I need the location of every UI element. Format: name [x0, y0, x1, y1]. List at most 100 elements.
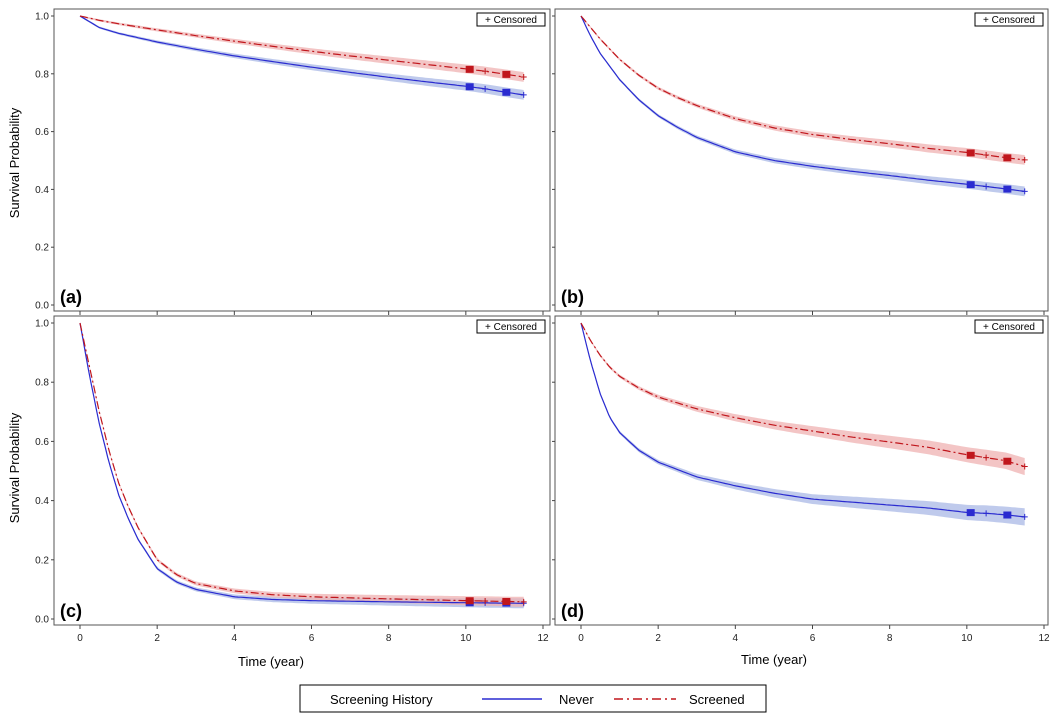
x-tick-label: 8 — [386, 633, 392, 644]
censor-mark — [1021, 156, 1028, 163]
censored-key-label: + Censored — [983, 15, 1035, 26]
censored-key-box — [974, 12, 1044, 27]
x-tick-label: 8 — [887, 633, 893, 644]
panel-b: + Censored (b) — [552, 8, 1049, 315]
legend-never-label: Never — [559, 692, 594, 707]
censored-key-box — [476, 12, 546, 27]
censor-mark — [983, 510, 990, 517]
y-tick-label: 0.6 — [35, 127, 49, 138]
x-tick-label: 6 — [810, 633, 816, 644]
censor-block — [465, 65, 474, 73]
ci-band-never — [80, 323, 524, 609]
censor-mark — [520, 598, 527, 605]
censor-mark — [1021, 463, 1028, 470]
panel-frame — [554, 8, 1049, 312]
panel-c: 0.0 0.2 0.4 0.6 0.8 1.0 0 2 4 6 8 10 12 + Censored (c) — [35, 315, 551, 644]
censor-block — [502, 88, 511, 96]
censor-block — [966, 149, 975, 157]
panel-frame — [554, 315, 1049, 626]
censor-block — [966, 451, 975, 459]
censored-key-label: + Censored — [485, 322, 537, 333]
censor-block — [1003, 185, 1012, 193]
y-tick-label: 0.0 — [35, 301, 49, 312]
panel-a: 0.0 0.2 0.4 0.6 0.8 1.0 + Censored (a) — [35, 8, 551, 315]
censored-key-label: + Censored — [485, 15, 537, 26]
ci-band-screened — [80, 323, 524, 607]
x-tick-label: 10 — [460, 633, 472, 644]
panel-frame — [53, 315, 551, 626]
censor-block — [1003, 511, 1012, 519]
censor-block — [966, 509, 975, 517]
x-tick-label: 4 — [232, 633, 238, 644]
y-tick-label: 0.4 — [35, 185, 49, 196]
legend: Screening History Never Screened — [299, 684, 767, 713]
legend-screened-label: Screened — [689, 692, 745, 707]
x-tick-label: 10 — [961, 633, 973, 644]
censor-mark — [482, 598, 489, 605]
series-line-never — [580, 15, 1025, 192]
y-tick-label: 0.2 — [35, 555, 49, 566]
x-tick-label: 0 — [77, 633, 83, 644]
panels-group: 0.0 0.2 0.4 0.6 0.8 1.0 + Censored (a) + Censore… — [35, 8, 1050, 644]
censor-block — [502, 70, 511, 78]
censor-block — [1003, 457, 1012, 465]
series-line-screened — [79, 15, 524, 78]
censor-mark — [520, 91, 527, 98]
censor-mark — [520, 73, 527, 80]
censored-key-box — [974, 319, 1044, 334]
y-tick-label: 0.2 — [35, 243, 49, 254]
legend-title: Screening History — [330, 692, 433, 707]
panel-label: (a) — [60, 287, 82, 307]
x-tick-label: 0 — [578, 633, 584, 644]
censor-mark — [482, 85, 489, 92]
y-axis-title-top: Survival Probability — [7, 107, 22, 218]
y-axis-title-bottom: Survival Probability — [7, 412, 22, 523]
panel-d: 0 2 4 6 8 10 12 + Censored (d) — [552, 315, 1050, 644]
y-tick-label: 0.8 — [35, 69, 49, 80]
y-tick-label: 0.8 — [35, 378, 49, 389]
y-tick-label: 0.6 — [35, 437, 49, 448]
censor-block — [465, 597, 474, 605]
censored-key-box — [476, 319, 546, 334]
x-tick-label: 2 — [154, 633, 160, 644]
ci-band-never — [581, 323, 1025, 526]
censor-mark — [983, 183, 990, 190]
series-line-screened — [79, 322, 524, 603]
censored-key-label: + Censored — [983, 322, 1035, 333]
y-tick-label: 0.0 — [35, 615, 49, 626]
censor-block — [502, 597, 511, 605]
y-tick-label: 1.0 — [35, 319, 49, 330]
x-tick-label: 12 — [1038, 633, 1050, 644]
panel-frame — [53, 8, 551, 312]
y-tick-label: 1.0 — [35, 12, 49, 23]
panel-label: (b) — [561, 287, 584, 307]
censor-mark — [1021, 513, 1028, 520]
ci-band-never — [581, 16, 1025, 197]
ci-band-never — [80, 16, 524, 100]
x-tick-label: 2 — [655, 633, 661, 644]
panel-label: (d) — [561, 601, 584, 621]
ci-band-screened — [581, 323, 1025, 476]
x-tick-label: 12 — [537, 633, 549, 644]
series-line-never — [580, 322, 1025, 518]
censor-mark — [983, 152, 990, 159]
series-line-screened — [580, 322, 1025, 468]
x-axis-title-left: Time (year) — [238, 654, 304, 669]
ci-band-screened — [80, 16, 524, 82]
panel-label: (c) — [60, 601, 82, 621]
censor-mark — [983, 454, 990, 461]
series-line-never — [79, 15, 524, 96]
y-tick-label: 0.4 — [35, 496, 49, 507]
x-tick-label: 4 — [733, 633, 739, 644]
censor-block — [1003, 154, 1012, 162]
x-tick-label: 6 — [309, 633, 315, 644]
censor-mark — [482, 68, 489, 75]
x-axis-title-right: Time (year) — [741, 652, 807, 667]
censor-block — [465, 83, 474, 91]
censor-mark — [1021, 188, 1028, 195]
series-line-never — [79, 322, 524, 604]
censor-block — [966, 181, 975, 189]
ci-band-screened — [581, 16, 1025, 165]
series-line-screened — [580, 15, 1025, 161]
